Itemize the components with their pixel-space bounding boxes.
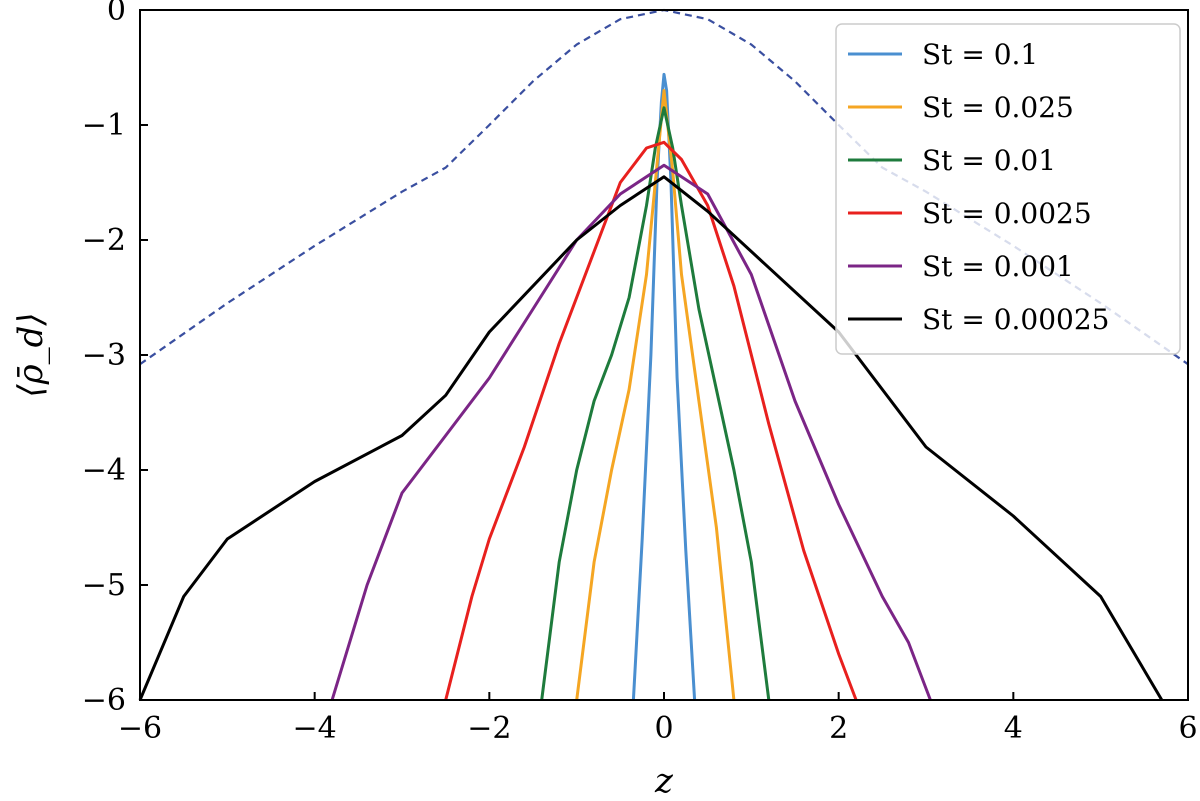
x-tick-label: 2 xyxy=(829,711,848,746)
series-line-2 xyxy=(540,106,771,701)
legend-label: St = 0.001 xyxy=(922,250,1074,283)
y-tick-label: −1 xyxy=(82,108,126,143)
legend-label: St = 0.00025 xyxy=(922,303,1109,336)
plot-curves xyxy=(138,8,1189,701)
legend-box xyxy=(835,23,1181,355)
legend-label: St = 0.1 xyxy=(922,38,1038,71)
x-axis-label: z xyxy=(654,761,674,801)
x-tick-label: 4 xyxy=(1004,711,1023,746)
legend-label: St = 0.025 xyxy=(922,91,1074,124)
y-tick-label: 0 xyxy=(107,0,126,28)
series-line-5 xyxy=(138,175,1164,701)
y-axis-label: ⟨ρ̄_d⟩ xyxy=(11,312,51,397)
series-line-3 xyxy=(444,140,858,701)
x-tick-label: 6 xyxy=(1178,711,1197,746)
x-tick-label: −2 xyxy=(467,711,511,746)
series-line-4 xyxy=(330,163,932,701)
series-line-1 xyxy=(575,89,736,701)
y-tick-label: −2 xyxy=(82,223,126,258)
x-tick-label: −6 xyxy=(118,711,162,746)
axis-ticks: −6 −4 −2 0 2 4 6 0 −1 −2 −3 −4 −5 −6 xyxy=(82,0,1198,746)
x-tick-label: 0 xyxy=(654,711,673,746)
y-tick-label: −5 xyxy=(82,568,126,603)
y-tick-label: −3 xyxy=(82,338,126,373)
series-line-0 xyxy=(631,72,697,701)
y-tick-label: −6 xyxy=(82,683,126,718)
legend-label: St = 0.0025 xyxy=(922,197,1092,230)
legend-label: St = 0.01 xyxy=(922,144,1056,177)
legend: St = 0.1 St = 0.025 St = 0.01 St = 0.0025 St… xyxy=(835,23,1181,355)
x-tick-label: −4 xyxy=(293,711,337,746)
y-tick-label: −4 xyxy=(82,453,126,488)
